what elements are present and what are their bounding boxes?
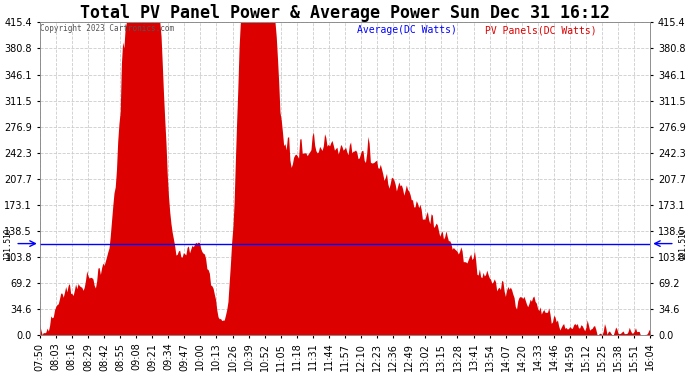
Text: Copyright 2023 Cartronics.com: Copyright 2023 Cartronics.com — [40, 24, 175, 33]
Title: Total PV Panel Power & Average Power Sun Dec 31 16:12: Total PV Panel Power & Average Power Sun… — [80, 4, 610, 22]
Text: 121.510: 121.510 — [3, 227, 12, 260]
Text: 121.510: 121.510 — [678, 227, 687, 260]
Text: Average(DC Watts): Average(DC Watts) — [357, 26, 457, 36]
Text: PV Panels(DC Watts): PV Panels(DC Watts) — [486, 26, 597, 36]
